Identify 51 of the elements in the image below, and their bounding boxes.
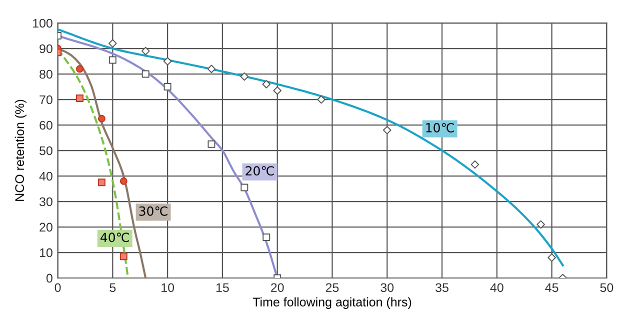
y-tick-label: 30	[39, 197, 52, 206]
y-tick-label: 0	[46, 274, 52, 283]
point	[120, 252, 128, 260]
x-tick-label: 5	[110, 283, 116, 292]
point	[548, 253, 556, 262]
x-tick-label: 30	[380, 283, 394, 292]
point	[76, 94, 84, 102]
point	[317, 95, 326, 104]
y-tick-label: 20	[40, 222, 52, 232]
y-axis-title: NCO retention (%)	[14, 100, 27, 201]
y-tick-label: 80	[40, 70, 52, 79]
annotation: 10℃	[426, 123, 454, 132]
x-tick-label: 0	[54, 283, 61, 292]
x-tick-label: 45	[545, 283, 558, 292]
x-tick-label: 35	[436, 283, 448, 292]
point	[108, 56, 116, 64]
point	[108, 39, 117, 48]
annotation: 20℃	[246, 166, 274, 176]
y-tick-label: 50	[40, 146, 52, 156]
point	[240, 184, 248, 192]
point	[76, 65, 84, 73]
annotation: 30℃	[139, 206, 168, 216]
point	[262, 233, 270, 241]
point	[207, 64, 216, 74]
point	[273, 86, 282, 95]
point	[98, 114, 106, 122]
y-tick-label: 10	[40, 248, 52, 258]
point	[382, 126, 392, 134]
y-tick-label: 70	[40, 95, 52, 104]
point	[470, 160, 480, 169]
annotation: 40℃	[100, 232, 129, 242]
point	[141, 46, 150, 56]
y-tick-label: 40	[39, 172, 52, 181]
x-tick-label: 25	[326, 283, 339, 292]
y-tick-label: 60	[40, 120, 52, 130]
point	[262, 80, 271, 88]
y-tick-label: 90	[40, 44, 52, 54]
point	[163, 57, 172, 66]
x-tick-label: 50	[600, 283, 614, 292]
y-tick-label: 100	[33, 18, 52, 28]
point	[164, 83, 172, 91]
x-tick-label: 20	[271, 283, 284, 292]
point	[142, 70, 150, 78]
point	[120, 177, 128, 185]
x-tick-label: 15	[216, 283, 229, 292]
point	[240, 72, 249, 81]
point	[98, 178, 106, 186]
point	[208, 140, 216, 148]
x-tick-label: 40	[490, 283, 504, 292]
x-tick-label: 10	[162, 283, 174, 292]
x-axis-title: Time following agitation (hrs)	[252, 297, 412, 309]
